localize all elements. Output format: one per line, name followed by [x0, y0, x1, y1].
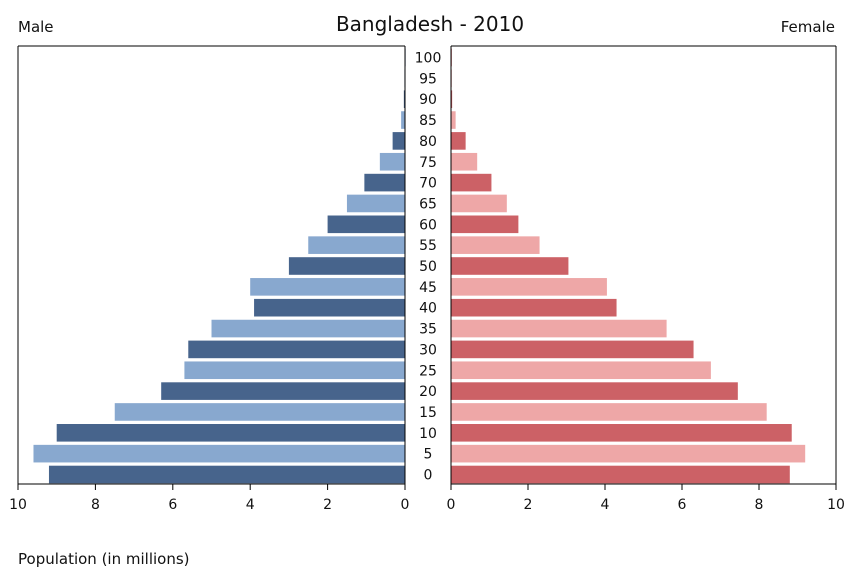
male-bar-55 — [308, 236, 405, 254]
age-label: 85 — [419, 113, 437, 129]
female-x-tick-label: 10 — [827, 497, 845, 513]
female-bar-25 — [451, 361, 711, 380]
age-label: 95 — [419, 71, 437, 87]
male-bar-30 — [188, 340, 405, 359]
female-x-tick-label: 6 — [678, 497, 687, 513]
male-x-tick-label: 2 — [323, 497, 332, 513]
age-labels: 0 5 10 15 20 25 30 35 40 45 50 55 60 65 70 75 80 85 90 95 10… — [415, 51, 442, 484]
male-bar-25 — [184, 361, 405, 380]
female-bar-80 — [451, 132, 466, 150]
male-bar-5 — [33, 444, 405, 463]
age-label: 45 — [419, 280, 437, 296]
male-bar-15 — [114, 403, 405, 421]
male-bar-85 — [401, 111, 405, 129]
age-label: 90 — [419, 92, 437, 108]
age-label: 70 — [419, 176, 437, 192]
female-bar-15 — [451, 403, 767, 421]
male-bar-70 — [364, 173, 405, 192]
female-bar-85 — [451, 111, 456, 129]
female-x-tick-label: 4 — [601, 497, 610, 513]
age-label: 20 — [419, 384, 437, 400]
male-bar-90 — [403, 90, 405, 108]
chart-title: Bangladesh - 2010 — [336, 12, 524, 36]
male-bar-0 — [48, 465, 406, 484]
female-bar-65 — [451, 194, 507, 213]
age-label: 60 — [419, 217, 437, 233]
female-bar-45 — [451, 278, 607, 296]
male-bars — [33, 48, 406, 484]
male-bar-35 — [211, 319, 405, 338]
female-bar-50 — [451, 257, 569, 275]
age-label: 55 — [419, 238, 437, 254]
axes: 0 02 24 46 68 810 10 — [9, 45, 845, 513]
age-label: 25 — [419, 363, 437, 379]
age-label: 0 — [424, 468, 433, 484]
male-x-tick-label: 10 — [9, 497, 27, 513]
age-label: 65 — [419, 196, 437, 212]
female-bar-55 — [451, 236, 540, 254]
female-bar-30 — [451, 340, 694, 359]
age-label: 5 — [424, 447, 433, 463]
female-x-tick-label: 2 — [524, 497, 533, 513]
age-label: 100 — [415, 51, 442, 67]
female-bar-70 — [451, 173, 492, 192]
male-x-tick-label: 4 — [246, 497, 255, 513]
male-x-tick-label: 6 — [168, 497, 177, 513]
age-label: 35 — [419, 322, 437, 338]
male-x-tick-label: 0 — [401, 497, 410, 513]
female-bar-0 — [451, 465, 790, 484]
age-label: 75 — [419, 155, 437, 171]
male-bar-20 — [161, 382, 405, 400]
age-label: 80 — [419, 134, 437, 150]
male-bar-75 — [379, 152, 405, 171]
female-label: Female — [781, 18, 835, 36]
male-bar-10 — [56, 424, 405, 442]
x-axis-label: Population (in millions) — [18, 550, 190, 567]
male-bar-60 — [327, 215, 405, 234]
male-bar-50 — [288, 257, 405, 275]
male-bar-65 — [346, 194, 405, 213]
age-label: 50 — [419, 259, 437, 275]
female-bar-10 — [451, 424, 792, 442]
age-label: 15 — [419, 405, 437, 421]
female-bar-60 — [451, 215, 519, 234]
age-label: 10 — [419, 426, 437, 442]
female-bar-5 — [451, 444, 806, 463]
female-bar-35 — [451, 319, 667, 338]
male-x-tick-label: 8 — [91, 497, 100, 513]
age-label: 30 — [419, 342, 437, 358]
female-bar-40 — [451, 298, 617, 317]
female-bar-90 — [451, 90, 453, 108]
female-bars — [451, 48, 806, 484]
age-label: 40 — [419, 301, 437, 317]
male-label: Male — [18, 18, 54, 36]
female-x-tick-label: 8 — [755, 497, 764, 513]
female-bar-20 — [451, 382, 738, 400]
female-x-tick-label: 0 — [447, 497, 456, 513]
male-bar-40 — [254, 298, 405, 317]
female-bar-75 — [451, 152, 478, 171]
male-bar-80 — [392, 132, 405, 150]
male-bar-45 — [250, 278, 405, 296]
